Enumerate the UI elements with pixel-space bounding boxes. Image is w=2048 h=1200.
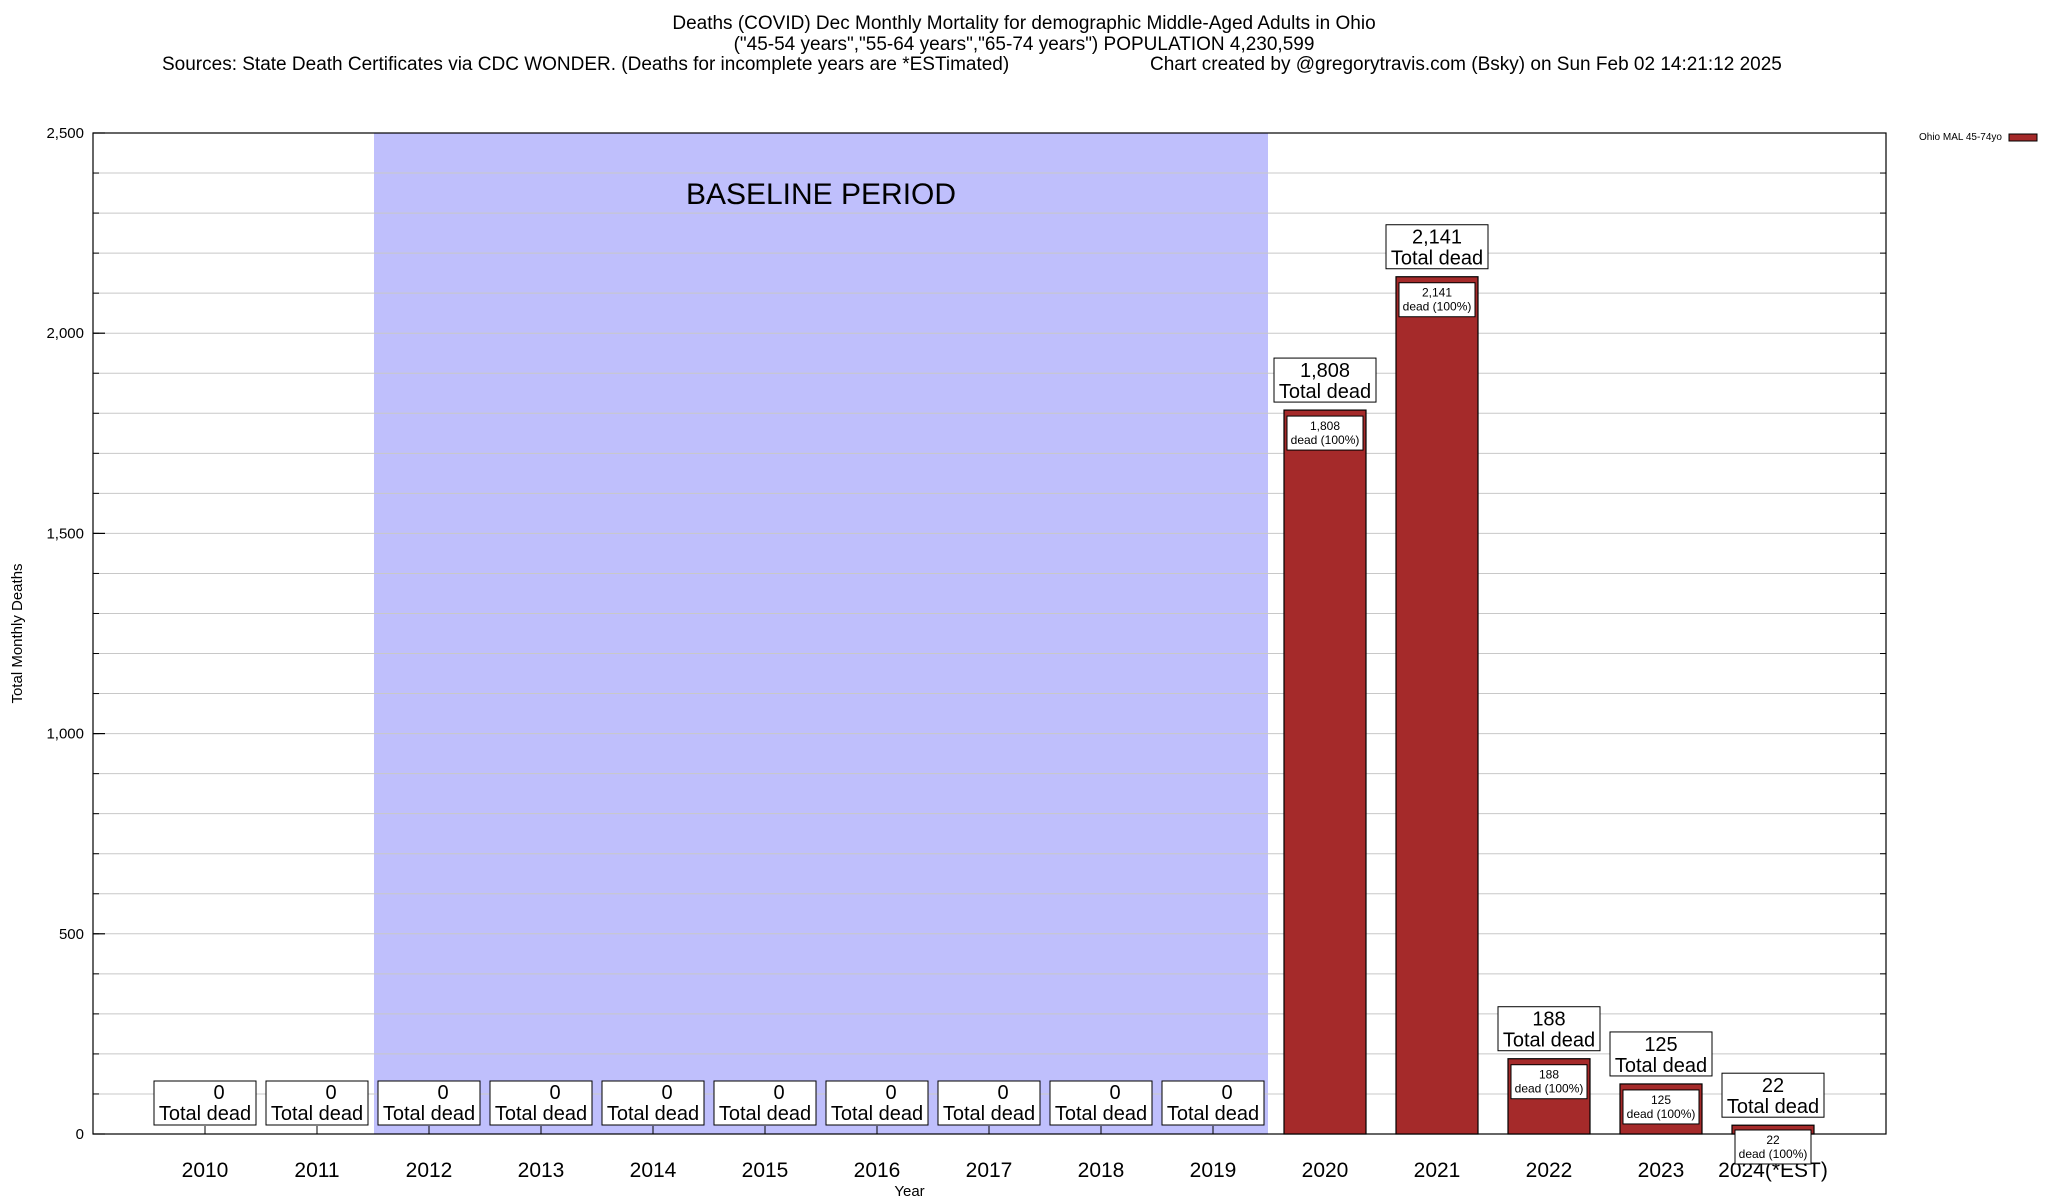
bar-total-label-value: 0 xyxy=(437,1082,448,1104)
bar-inner-label-box xyxy=(1734,1129,1812,1165)
bar-total-label-value: 0 xyxy=(885,1082,896,1104)
bar-total-label-suffix: Total dead xyxy=(159,1103,251,1125)
y-tick-label: 2,000 xyxy=(46,325,84,342)
bar-inner-label-suffix: dead (100%) xyxy=(1291,433,1360,447)
bar-inner-label-box xyxy=(1398,282,1476,318)
chart-subtitle: ("45-54 years","55-64 years","65-74 year… xyxy=(733,34,1315,55)
bar-total-label-value: 2,141 xyxy=(1412,227,1462,249)
x-tick-label: 2021 xyxy=(1414,1159,1461,1182)
bar-total-label-value: 188 xyxy=(1532,1009,1565,1031)
bar-total-label-box xyxy=(1609,1031,1713,1077)
x-tick-label: 2010 xyxy=(182,1159,229,1182)
bar-total-label-box xyxy=(601,1080,705,1126)
y-tick-label: 0 xyxy=(76,1126,84,1143)
bar-inner-label-value: 188 xyxy=(1539,1068,1559,1082)
bar-total-label-box xyxy=(1385,224,1489,270)
bar-inner-label-box xyxy=(1510,1064,1588,1100)
bar-inner-label-suffix: dead (100%) xyxy=(1627,1107,1696,1121)
baseline-region xyxy=(374,133,1268,1134)
bar-total-label-suffix: Total dead xyxy=(831,1103,923,1125)
bar-total-label-value: 0 xyxy=(549,1082,560,1104)
bar-total-label-suffix: Total dead xyxy=(1279,381,1371,403)
bar-total-label-box xyxy=(265,1080,369,1126)
bar-total-label-box xyxy=(713,1080,817,1126)
x-tick-label: 2016 xyxy=(854,1159,901,1182)
bar-inner-label-box xyxy=(1622,1089,1700,1125)
bar-total-label-value: 0 xyxy=(1109,1082,1120,1104)
x-axis-label: Year xyxy=(894,1183,924,1200)
bar-total-label-suffix: Total dead xyxy=(607,1103,699,1125)
chart-title: Deaths (COVID) Dec Monthly Mortality for… xyxy=(672,13,1376,34)
y-tick-label: 1,000 xyxy=(46,726,84,743)
bar-total-label-value: 0 xyxy=(325,1082,336,1104)
x-tick-label: 2015 xyxy=(742,1159,789,1182)
legend-label: Ohio MAL 45-74yo xyxy=(1919,132,2002,143)
bar-total-label-suffix: Total dead xyxy=(383,1103,475,1125)
bar-total-label-suffix: Total dead xyxy=(719,1103,811,1125)
bar-total-label-value: 0 xyxy=(661,1082,672,1104)
bar-total-label-box xyxy=(825,1080,929,1126)
bar-total-label-value: 0 xyxy=(1221,1082,1232,1104)
bar-total-label-suffix: Total dead xyxy=(1167,1103,1259,1125)
bar xyxy=(1283,409,1367,1135)
bar-total-label-suffix: Total dead xyxy=(1391,248,1483,270)
x-tick-label: 2024(*EST) xyxy=(1718,1159,1828,1182)
y-axis-label: Total Monthly Deaths xyxy=(9,563,26,703)
x-tick-label: 2017 xyxy=(966,1159,1013,1182)
bar-inner-label-value: 2,141 xyxy=(1422,286,1452,300)
chart-sources: Sources: State Death Certificates via CD… xyxy=(162,54,1010,75)
x-tick-label: 2011 xyxy=(294,1159,339,1182)
bar-total-label-box xyxy=(153,1080,257,1126)
bar xyxy=(1395,276,1479,1135)
bar-total-label-value: 0 xyxy=(997,1082,1008,1104)
bar-total-label-suffix: Total dead xyxy=(495,1103,587,1125)
bar-total-label-suffix: Total dead xyxy=(271,1103,363,1125)
bar-total-label-value: 1,808 xyxy=(1300,360,1350,382)
y-tick-label: 500 xyxy=(59,926,84,943)
x-tick-label: 2018 xyxy=(1078,1159,1125,1182)
y-tick-label: 1,500 xyxy=(46,525,84,542)
bar-total-label-suffix: Total dead xyxy=(943,1103,1035,1125)
bar-total-label-suffix: Total dead xyxy=(1503,1030,1595,1052)
bar-total-label-box xyxy=(1161,1080,1265,1126)
bar-total-label-box xyxy=(1273,357,1377,403)
bar-total-label-box xyxy=(377,1080,481,1126)
y-tick-label: 2,500 xyxy=(46,125,84,142)
bar-total-label-box xyxy=(937,1080,1041,1126)
bar-total-label-value: 0 xyxy=(213,1082,224,1104)
x-tick-label: 2022 xyxy=(1526,1159,1573,1182)
x-tick-label: 2023 xyxy=(1638,1159,1685,1182)
bar-inner-label-box xyxy=(1286,415,1364,451)
baseline-label: BASELINE PERIOD xyxy=(686,178,956,211)
x-tick-label: 2014 xyxy=(630,1159,677,1182)
bar-total-label-suffix: Total dead xyxy=(1727,1096,1819,1118)
bar-inner-label-value: 22 xyxy=(1766,1133,1780,1147)
chart-credit: Chart created by @gregorytravis.com (Bsk… xyxy=(1150,54,1782,75)
bar-total-label-value: 22 xyxy=(1762,1075,1784,1097)
bar-total-label-box xyxy=(1721,1072,1825,1118)
bar-inner-label-value: 1,808 xyxy=(1310,419,1340,433)
bar-total-label-suffix: Total dead xyxy=(1615,1055,1707,1077)
bar-inner-label-suffix: dead (100%) xyxy=(1515,1082,1584,1096)
bar-total-label-box xyxy=(1049,1080,1153,1126)
bar-inner-label-value: 125 xyxy=(1651,1093,1671,1107)
x-tick-label: 2019 xyxy=(1190,1159,1237,1182)
legend-swatch xyxy=(2008,133,2038,142)
bar-total-label-value: 125 xyxy=(1644,1034,1677,1056)
bar-total-label-suffix: Total dead xyxy=(1055,1103,1147,1125)
bar-total-label-box xyxy=(489,1080,593,1126)
x-tick-label: 2013 xyxy=(518,1159,565,1182)
x-tick-label: 2020 xyxy=(1302,1159,1349,1182)
bar-inner-label-suffix: dead (100%) xyxy=(1403,300,1472,314)
bar-total-label-box xyxy=(1497,1006,1601,1052)
bar-total-label-value: 0 xyxy=(773,1082,784,1104)
x-tick-label: 2012 xyxy=(406,1159,453,1182)
bar-inner-label-suffix: dead (100%) xyxy=(1739,1147,1808,1161)
